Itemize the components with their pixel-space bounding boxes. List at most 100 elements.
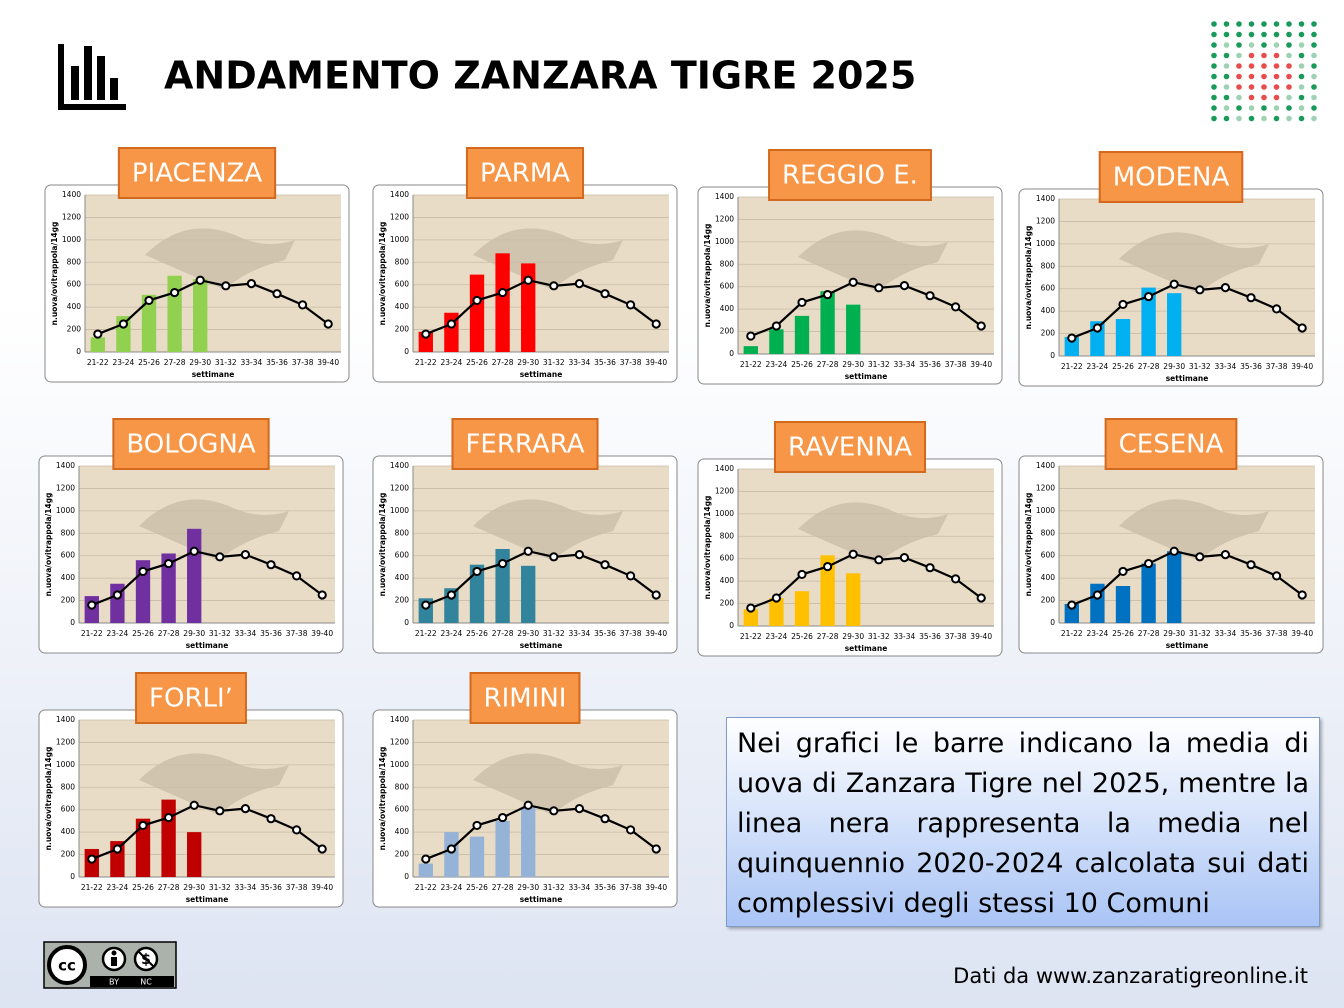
x-tick-label: 27-28 [492, 358, 514, 367]
line-marker [1067, 600, 1077, 610]
x-tick-label: 37-38 [620, 629, 642, 638]
y-axis-label: n.uova/ovitrappola/14gg [44, 747, 53, 851]
y-tick-label: 1000 [1036, 506, 1055, 515]
line-marker [421, 329, 431, 339]
line-marker [164, 558, 174, 569]
bar [1115, 585, 1131, 623]
x-tick-label: 23-24 [766, 632, 788, 641]
x-tick-label: 25-26 [791, 632, 813, 641]
x-axis-label: settimane [1166, 374, 1209, 383]
chart-title-box [112, 418, 270, 470]
x-tick-label: 27-28 [817, 632, 839, 641]
logo-dot [1286, 115, 1292, 122]
logo-dot [1261, 42, 1267, 48]
chart-title: BOLOGNA [126, 430, 255, 460]
y-tick-label: 400 [720, 576, 735, 585]
x-tick-label: 27-28 [1138, 362, 1160, 371]
line-marker [112, 844, 123, 854]
line-marker [823, 289, 833, 300]
chart-title-box [1098, 151, 1244, 203]
x-tick-label: 23-24 [1087, 362, 1109, 371]
x-tick-label: 39-40 [311, 629, 333, 638]
x-tick-label: 35-36 [1240, 362, 1262, 371]
x-tick-label: 35-36 [594, 883, 616, 892]
y-tick-label: 200 [1041, 596, 1056, 605]
x-tick-label: 35-36 [594, 358, 616, 367]
line-marker [221, 281, 231, 291]
bar [469, 274, 485, 352]
y-axis-label: n.uova/ovitrappola/14gg [1024, 493, 1033, 597]
line-marker [651, 319, 661, 329]
line-marker [574, 278, 585, 289]
x-tick-label: 37-38 [620, 358, 642, 367]
line-marker [215, 552, 225, 562]
y-tick-label: 400 [67, 302, 82, 311]
x-axis-label: settimane [192, 370, 235, 379]
line-marker [1169, 546, 1179, 556]
logo-dot [1298, 84, 1305, 90]
y-tick-label: 1400 [1036, 461, 1055, 470]
plot-decoration [798, 502, 948, 564]
plot-decoration [798, 230, 948, 292]
y-tick-label: 1200 [715, 214, 734, 223]
logo-dot [1273, 42, 1280, 48]
line-marker [472, 295, 482, 306]
logo-dot [1223, 115, 1230, 122]
y-tick-label: 800 [1041, 261, 1056, 270]
x-tick-label: 27-28 [1138, 629, 1160, 638]
logo-dot [1211, 94, 1217, 101]
x-axis-label: settimane [520, 895, 563, 904]
y-tick-label: 1400 [390, 461, 409, 470]
line-marker [848, 277, 858, 287]
y-tick-label: 0 [70, 618, 75, 627]
line-marker [626, 571, 636, 581]
y-tick-label: 400 [395, 302, 410, 311]
logo-dot [1311, 21, 1317, 27]
logo-dot [1248, 21, 1255, 27]
x-tick-label: 25-26 [132, 883, 154, 892]
y-tick-label: 1000 [62, 235, 81, 244]
y-tick-label: 800 [67, 257, 82, 266]
y-tick-label: 400 [395, 573, 410, 582]
bar [161, 799, 176, 877]
x-axis-label: settimane [186, 895, 229, 904]
x-tick-label: 25-26 [466, 629, 488, 638]
line-marker [164, 812, 174, 823]
y-tick-label: 0 [70, 872, 75, 881]
x-tick-label: 31-32 [1189, 362, 1211, 371]
logo-dot [1211, 21, 1217, 27]
line-marker [292, 571, 302, 581]
x-tick-label: 25-26 [791, 360, 813, 369]
bar [1115, 318, 1131, 356]
y-tick-label: 400 [720, 304, 735, 313]
y-tick-label: 200 [720, 327, 735, 336]
bar [418, 863, 433, 877]
logo-dot [1236, 115, 1242, 122]
y-tick-label: 1200 [56, 737, 75, 746]
line [91, 804, 323, 861]
logo-dot [1248, 115, 1255, 122]
x-tick-label: 29-30 [1163, 629, 1185, 638]
x-axis-label: settimane [845, 644, 888, 653]
logo-dot [1273, 21, 1280, 27]
line-marker [317, 844, 327, 854]
x-tick-label: 21-22 [87, 358, 109, 367]
line-marker [1144, 291, 1154, 302]
logo-dot [1273, 31, 1280, 38]
y-tick-label: 1200 [56, 483, 75, 492]
plot-decoration [473, 228, 623, 290]
logo-dot [1298, 73, 1305, 80]
chart-title: REGGIO E. [782, 161, 918, 191]
y-tick-label: 800 [61, 528, 76, 537]
logo-dot [1248, 84, 1255, 90]
chart-title-box [1104, 418, 1238, 470]
x-tick-label: 29-30 [1163, 362, 1185, 371]
line-marker [189, 546, 199, 556]
x-tick-label: 33-34 [235, 629, 257, 638]
chart: 0 200 400 600 800 1000 1200 1400 n.uova/ovitrapp… [372, 418, 678, 654]
bar [743, 609, 758, 626]
y-tick-label: 200 [720, 599, 735, 608]
x-tick-label: 31-32 [215, 358, 237, 367]
logo-dot [1273, 94, 1280, 101]
